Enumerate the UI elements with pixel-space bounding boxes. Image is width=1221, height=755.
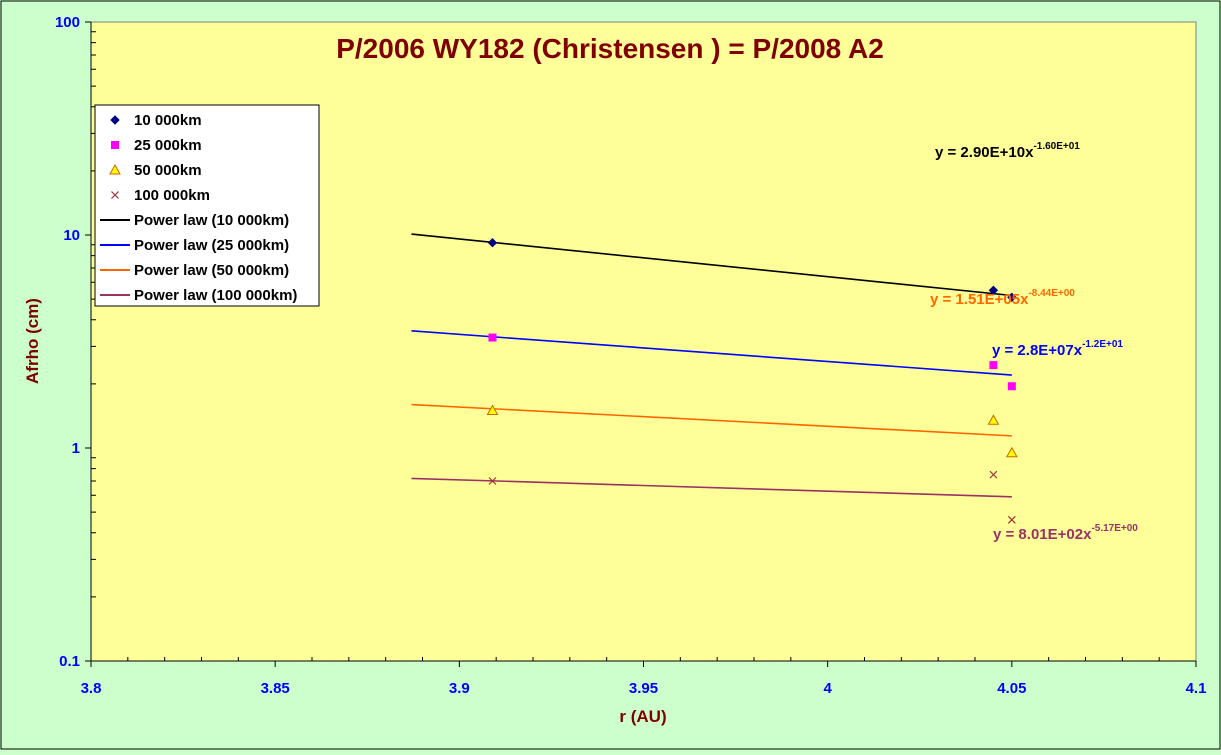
trendline-equation: y = 1.51E+05x-8.44E+00: [930, 288, 1075, 308]
equation-base: y = 8.01E+02x: [993, 526, 1092, 543]
chart-title: P/2006 WY182 (Christensen ) = P/2008 A2: [336, 33, 884, 64]
data-point: [1007, 382, 1016, 391]
legend-label: Power law (100 000km): [134, 287, 297, 304]
legend-label: Power law (25 000km): [134, 237, 289, 254]
legend-label: 10 000km: [134, 112, 202, 129]
x-tick-label: 3.95: [629, 680, 658, 697]
trendline-equation: y = 8.01E+02x-5.17E+00: [993, 523, 1138, 543]
equation-exponent: -1.2E+01: [1082, 339, 1123, 350]
trendline-equation: y = 2.90E+10x-1.60E+01: [935, 141, 1080, 161]
legend-label: Power law (10 000km): [134, 212, 289, 229]
y-tick-label: 100: [55, 14, 80, 31]
equation-base: y = 2.8E+07x: [992, 342, 1083, 359]
data-point: [1005, 446, 1018, 458]
y-tick-label: 0.1: [59, 653, 80, 670]
equation-base: y = 1.51E+05x: [930, 291, 1029, 308]
equation-exponent: -8.44E+00: [1028, 288, 1075, 299]
equation-exponent: -1.60E+01: [1033, 141, 1080, 152]
x-tick-label: 3.8: [81, 680, 102, 697]
data-point: [1007, 292, 1017, 302]
axes: 0.1 1 10 100 3.8 3.85 3.9 3.95 4 4.05 4.1: [55, 14, 1206, 697]
legend-label: 50 000km: [134, 162, 202, 179]
trendline: [411, 403, 1012, 437]
trendline: [411, 477, 1012, 498]
data-point: [486, 404, 499, 415]
data-point: [111, 191, 119, 199]
x-tick-label: 4.05: [997, 680, 1026, 697]
data-point: [109, 163, 121, 175]
trendlines: [411, 233, 1012, 498]
legend: 10 000km 25 000km 50 000km 100 000km Power l…: [94, 104, 320, 307]
x-axis-title: r (AU): [619, 707, 666, 726]
data-point: [110, 115, 120, 125]
legend-label: Power law (50 000km): [134, 262, 289, 279]
data-point: [989, 470, 998, 479]
trendline: [411, 233, 1012, 297]
x-tick-label: 4: [823, 680, 832, 697]
y-tick-label: 1: [72, 440, 80, 457]
data-point: [488, 477, 497, 485]
data-point: [111, 141, 119, 149]
trendline-equation: y = 2.8E+07x-1.2E+01: [992, 339, 1123, 359]
data-point: [987, 414, 1000, 425]
data-point: [487, 238, 498, 248]
trendline: [411, 330, 1012, 376]
y-axis-title: Afrho (cm): [23, 298, 42, 384]
x-tick-label: 3.9: [449, 680, 470, 697]
x-tick-label: 3.85: [261, 680, 290, 697]
legend-box: [94, 104, 320, 307]
y-tick-label: 10: [63, 227, 80, 244]
equations: y = 2.90E+10x-1.60E+01 y = 1.51E+05x-8.44…: [930, 141, 1138, 543]
equation-base: y = 2.90E+10x: [935, 144, 1034, 161]
data-point: [488, 333, 497, 342]
legend-label: 25 000km: [134, 137, 202, 154]
data-markers: [486, 238, 1018, 524]
data-point: [989, 361, 998, 370]
legend-label: 100 000km: [134, 187, 210, 204]
data-point: [988, 285, 999, 296]
data-point: [1007, 515, 1016, 524]
equation-exponent: -5.17E+00: [1091, 523, 1138, 534]
x-tick-label: 4.1: [1186, 680, 1207, 697]
